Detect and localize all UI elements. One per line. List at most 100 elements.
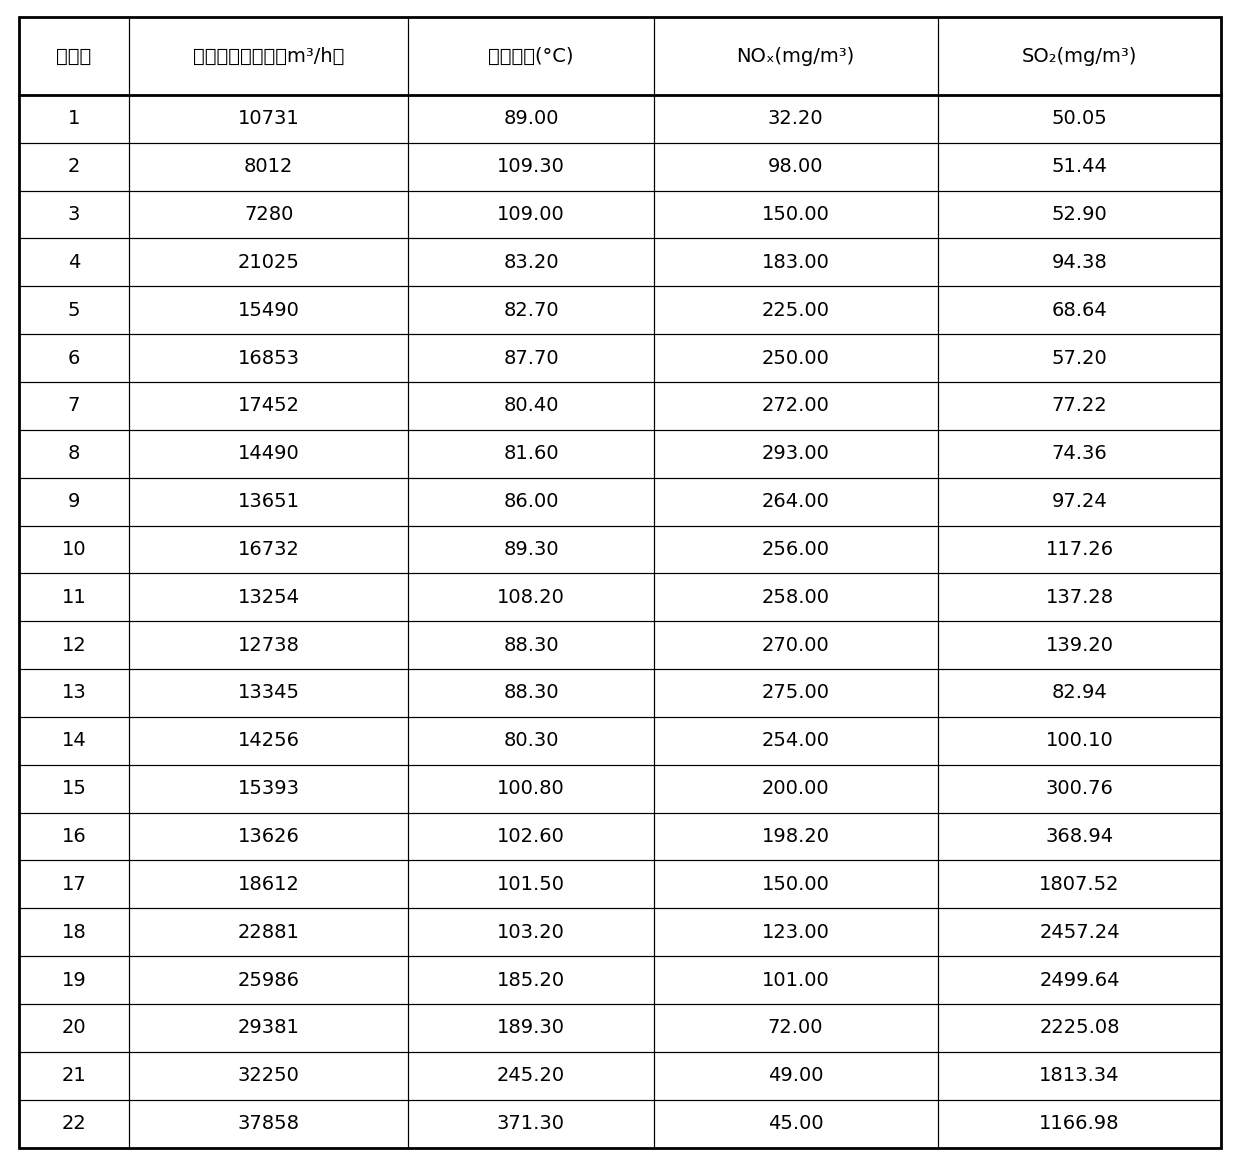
Bar — [129, 861, 408, 909]
Text: SO₂(mg/m³): SO₂(mg/m³) — [1022, 47, 1137, 65]
Bar — [19, 334, 129, 382]
Text: 368.94: 368.94 — [1045, 827, 1114, 846]
Text: 87.70: 87.70 — [503, 348, 559, 368]
Text: 52.90: 52.90 — [1052, 205, 1107, 224]
Bar — [937, 764, 1221, 813]
Text: 103.20: 103.20 — [497, 923, 565, 941]
Bar — [19, 525, 129, 573]
Bar — [129, 478, 408, 525]
Text: 49.00: 49.00 — [768, 1066, 823, 1086]
Text: 51.44: 51.44 — [1052, 157, 1107, 176]
Text: 18612: 18612 — [238, 875, 300, 894]
Bar — [19, 287, 129, 334]
Text: 7: 7 — [68, 396, 81, 416]
Bar — [408, 191, 653, 239]
Bar — [408, 669, 653, 716]
Text: 88.30: 88.30 — [503, 636, 559, 655]
Text: 80.30: 80.30 — [503, 732, 559, 750]
Bar — [653, 191, 937, 239]
Bar — [129, 239, 408, 287]
Bar — [129, 764, 408, 813]
Text: 272.00: 272.00 — [761, 396, 830, 416]
Bar — [19, 956, 129, 1004]
Bar — [408, 1004, 653, 1052]
Bar — [937, 287, 1221, 334]
Text: 9: 9 — [68, 492, 81, 511]
Bar — [129, 191, 408, 239]
Bar — [408, 1052, 653, 1100]
Text: 排放量（工况）（m³/h）: 排放量（工况）（m³/h） — [193, 47, 345, 65]
Text: 32250: 32250 — [238, 1066, 300, 1086]
Text: 98.00: 98.00 — [768, 157, 823, 176]
Bar — [19, 1100, 129, 1148]
Bar — [19, 94, 129, 143]
Text: 11: 11 — [62, 588, 87, 607]
Bar — [937, 1004, 1221, 1052]
Bar — [129, 334, 408, 382]
Text: 300.76: 300.76 — [1045, 779, 1114, 798]
Bar — [937, 191, 1221, 239]
Text: 94.38: 94.38 — [1052, 253, 1107, 271]
Text: 25986: 25986 — [238, 970, 300, 989]
Text: 19: 19 — [62, 970, 87, 989]
Text: 50.05: 50.05 — [1052, 110, 1107, 128]
Bar — [937, 909, 1221, 956]
Text: 13254: 13254 — [238, 588, 300, 607]
Bar — [653, 430, 937, 478]
Text: 109.30: 109.30 — [497, 157, 565, 176]
Text: 109.00: 109.00 — [497, 205, 565, 224]
Text: 1813.34: 1813.34 — [1039, 1066, 1120, 1086]
Text: 101.50: 101.50 — [497, 875, 565, 894]
Bar — [653, 143, 937, 191]
Bar — [937, 861, 1221, 909]
Text: 风筱号: 风筱号 — [56, 47, 92, 65]
Text: 烟气温度(°C): 烟气温度(°C) — [489, 47, 574, 65]
Bar — [653, 861, 937, 909]
Bar — [653, 621, 937, 669]
Text: 137.28: 137.28 — [1045, 588, 1114, 607]
Text: 2225.08: 2225.08 — [1039, 1018, 1120, 1037]
Text: 254.00: 254.00 — [761, 732, 830, 750]
Text: 117.26: 117.26 — [1045, 539, 1114, 559]
Text: NOₓ(mg/m³): NOₓ(mg/m³) — [737, 47, 854, 65]
Bar — [653, 334, 937, 382]
Bar — [408, 764, 653, 813]
Bar — [408, 239, 653, 287]
Bar — [408, 478, 653, 525]
Bar — [19, 1004, 129, 1052]
Bar — [937, 334, 1221, 382]
Bar — [408, 861, 653, 909]
Text: 20: 20 — [62, 1018, 87, 1037]
Text: 37858: 37858 — [238, 1114, 300, 1134]
Bar — [937, 382, 1221, 430]
Bar — [19, 1052, 129, 1100]
Bar — [129, 669, 408, 716]
Bar — [129, 621, 408, 669]
Bar — [19, 573, 129, 621]
Text: 3: 3 — [68, 205, 81, 224]
Bar — [653, 716, 937, 764]
Text: 32.20: 32.20 — [768, 110, 823, 128]
Text: 150.00: 150.00 — [761, 205, 830, 224]
Text: 45.00: 45.00 — [768, 1114, 823, 1134]
Bar — [408, 94, 653, 143]
Text: 72.00: 72.00 — [768, 1018, 823, 1037]
Text: 68.64: 68.64 — [1052, 301, 1107, 319]
Bar — [937, 94, 1221, 143]
Text: 101.00: 101.00 — [761, 970, 830, 989]
Bar — [653, 573, 937, 621]
Bar — [937, 17, 1221, 94]
Bar — [937, 1052, 1221, 1100]
Bar — [653, 1052, 937, 1100]
Text: 13626: 13626 — [238, 827, 300, 846]
Bar — [653, 94, 937, 143]
Bar — [653, 382, 937, 430]
Text: 198.20: 198.20 — [761, 827, 830, 846]
Text: 189.30: 189.30 — [497, 1018, 565, 1037]
Bar — [653, 764, 937, 813]
Bar — [653, 287, 937, 334]
Text: 371.30: 371.30 — [497, 1114, 565, 1134]
Bar — [653, 17, 937, 94]
Bar — [408, 382, 653, 430]
Text: 100.80: 100.80 — [497, 779, 565, 798]
